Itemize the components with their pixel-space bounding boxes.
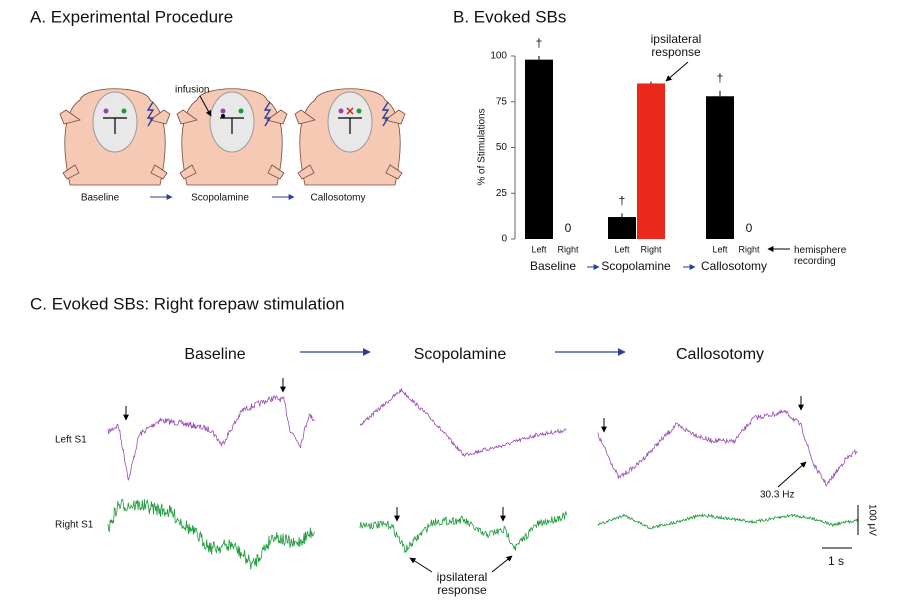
electrode xyxy=(103,108,109,114)
eeg-trace xyxy=(107,498,315,570)
condition-label: Baseline xyxy=(184,346,245,363)
rat-paw xyxy=(176,109,288,180)
bar xyxy=(525,59,553,239)
bar-label: Right xyxy=(640,244,662,254)
bar xyxy=(706,96,734,239)
infusion-arrow xyxy=(199,95,212,117)
suture xyxy=(103,117,127,134)
annotation: ipsilateral response xyxy=(437,570,488,597)
value-label: 0 xyxy=(565,221,572,235)
annotation: ipsilateral response xyxy=(651,32,702,59)
electrode xyxy=(220,108,226,114)
bar-label: Right xyxy=(738,244,760,254)
panel-title: B. Evoked SBs xyxy=(453,7,566,26)
traces xyxy=(107,388,859,570)
suture xyxy=(338,117,362,134)
stage-label: Callosotomy xyxy=(310,193,365,204)
eeg-trace xyxy=(359,388,567,457)
stim-arrows xyxy=(123,378,807,573)
electrode xyxy=(238,108,244,114)
eeg-trace xyxy=(359,511,567,554)
annotation-arrow xyxy=(665,61,689,82)
eeg-trace xyxy=(597,512,859,530)
cut xyxy=(346,107,354,115)
stage-label: Scopolamine xyxy=(191,193,249,204)
stimulus xyxy=(381,101,390,127)
electrode xyxy=(121,108,127,114)
y-tick-label: 25 xyxy=(496,188,508,199)
value-label: 0 xyxy=(746,221,753,235)
frequency-label: 30.3 Hz xyxy=(760,490,794,501)
y-tick-label: 50 xyxy=(496,142,508,153)
bar-label: Left xyxy=(531,244,547,254)
dagger: † xyxy=(536,36,543,50)
dagger: † xyxy=(717,71,724,85)
condition-label: Callosotomy xyxy=(676,346,764,363)
row-label: Left S1 xyxy=(55,435,87,446)
bar xyxy=(608,217,636,239)
scale-label: 1 s xyxy=(828,554,844,568)
panel-title: A. Experimental Procedure xyxy=(30,7,233,26)
category-label: Baseline xyxy=(530,259,576,273)
stimulus xyxy=(146,101,155,127)
condition-label: Scopolamine xyxy=(414,346,507,363)
dagger: † xyxy=(619,194,626,208)
bar xyxy=(637,83,665,239)
bar-chart: 0 25 50 75 100 Left † 0 Right Baseline Left † Right S… xyxy=(490,36,767,273)
panel-title: C. Evoked SBs: Right forepaw stimulation xyxy=(30,294,345,313)
infusion-site xyxy=(221,114,225,118)
eeg-trace xyxy=(107,395,315,481)
y-tick-label: 75 xyxy=(496,96,508,107)
eeg-trace xyxy=(597,409,858,487)
suture xyxy=(220,117,244,134)
bar-label: Right xyxy=(557,244,579,254)
y-axis-label: % of Stimulations xyxy=(477,108,488,185)
stimulus xyxy=(263,101,272,127)
y-tick-label: 0 xyxy=(501,234,507,245)
electrode xyxy=(338,108,344,114)
scale-label: 100 μV xyxy=(866,504,877,536)
stage-label: Baseline xyxy=(81,193,120,204)
category-label: Callosotomy xyxy=(701,259,767,273)
infusion-label: infusion xyxy=(175,85,209,96)
bar-label: Left xyxy=(614,244,630,254)
electrode xyxy=(356,108,362,114)
rat-paw xyxy=(294,109,406,180)
annotation: hemisphere recording xyxy=(794,245,847,267)
row-label: Right S1 xyxy=(55,520,94,531)
rat-paw xyxy=(59,109,171,180)
bar-label: Left xyxy=(712,244,728,254)
category-label: Scopolamine xyxy=(601,259,671,273)
rat-illustrations xyxy=(59,88,406,186)
y-tick-label: 100 xyxy=(490,51,507,62)
